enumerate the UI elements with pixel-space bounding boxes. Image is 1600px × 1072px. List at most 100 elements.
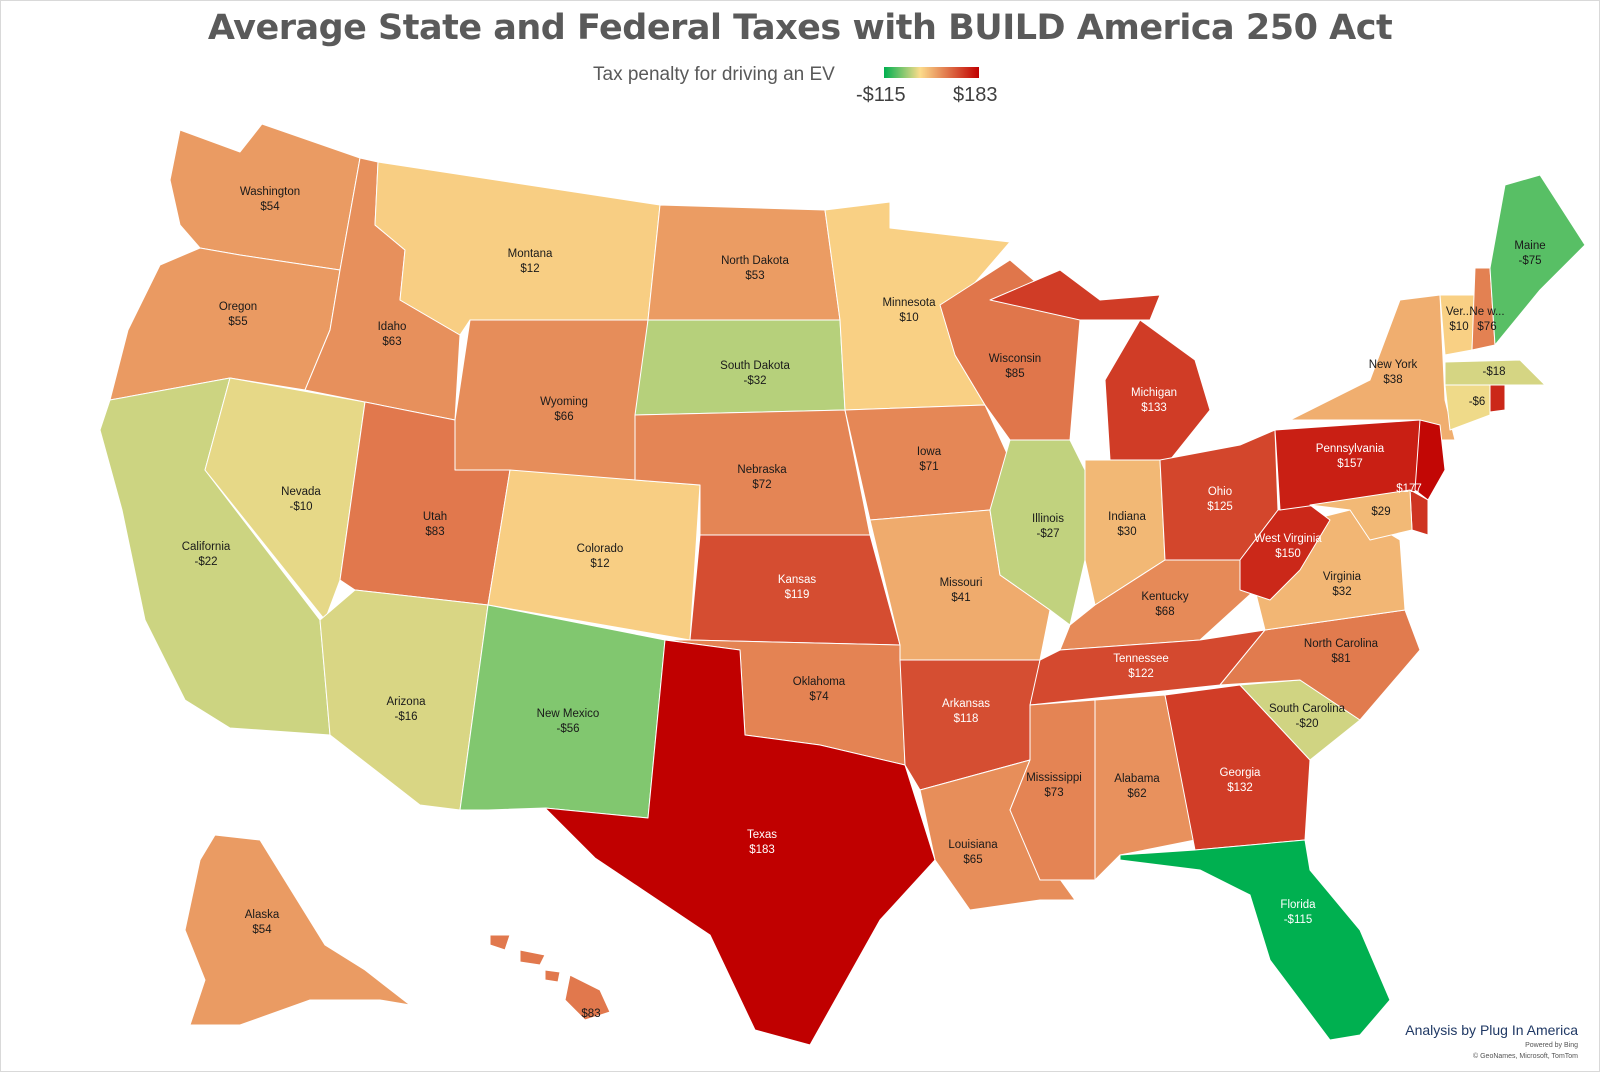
state-value-in: $30 (1117, 526, 1136, 538)
state-value-nm: -$56 (556, 723, 579, 735)
state-name-me: Maine (1514, 240, 1545, 252)
state-value-ks: $119 (785, 589, 810, 601)
state-region-or (109, 247, 341, 401)
state-value-ms: $73 (1044, 787, 1063, 799)
legend-caption: Tax penalty for driving an EV (593, 64, 835, 85)
state-name-wv: West Virginia (1254, 533, 1322, 545)
state-name-in: Indiana (1108, 511, 1146, 523)
state-region-fl (1119, 839, 1391, 1041)
state-value-la: $65 (963, 854, 982, 866)
state-value-hi: $83 (581, 1008, 600, 1020)
state-value-sc: -$20 (1295, 718, 1318, 730)
state-name-al: Alabama (1114, 773, 1160, 785)
state-value-ct: -$6 (1469, 396, 1486, 408)
state-name-tn: Tennessee (1113, 653, 1169, 665)
state-value-wi: $85 (1005, 368, 1024, 380)
state-value-ny: $38 (1383, 374, 1402, 386)
state-name-ne: Nebraska (737, 464, 787, 476)
credit-text: Analysis by Plug In America (1405, 1022, 1578, 1038)
state-name-fl: Florida (1280, 899, 1316, 911)
powered-by-text: Powered by Bing (1525, 1042, 1578, 1049)
state-region-ct (1444, 384, 1491, 431)
state-value-nv: -$10 (289, 501, 312, 513)
state-value-tx: $183 (749, 844, 775, 856)
state-region-co (487, 469, 701, 641)
state-name-oh: Ohio (1208, 486, 1232, 498)
state-name-ca: California (182, 541, 231, 553)
state-name-or: Oregon (219, 301, 257, 313)
state-value-ut: $83 (425, 526, 444, 538)
state-value-pa: $157 (1337, 458, 1363, 470)
state-name-mo: Missouri (940, 577, 983, 589)
state-name-az: Arizona (387, 696, 427, 708)
state-name-ky: Kentucky (1141, 591, 1189, 603)
state-value-va: $32 (1332, 586, 1351, 598)
state-value-sd: -$32 (743, 375, 766, 387)
state-name-ny: New York (1369, 359, 1418, 371)
state-value-mi: $133 (1141, 402, 1167, 414)
state-value-ne: $72 (752, 479, 771, 491)
attribution-text: © GeoNames, Microsoft, TomTom (1473, 1053, 1578, 1060)
state-value-fl: -$115 (1284, 914, 1313, 926)
state-region-ma (1444, 359, 1546, 386)
state-value-me: -$75 (1518, 255, 1541, 267)
state-name-ga: Georgia (1220, 767, 1262, 779)
state-name-ms: Mississippi (1026, 772, 1082, 784)
state-value-nc: $81 (1331, 653, 1350, 665)
state-value-il: -$27 (1036, 528, 1059, 540)
legend-max-label: $183 (953, 84, 998, 106)
state-name-ut: Utah (423, 511, 447, 523)
state-name-ak: Alaska (245, 909, 280, 921)
state-value-mt: $12 (520, 263, 539, 275)
state-name-wi: Wisconsin (989, 353, 1041, 365)
state-name-wa: Washington (240, 186, 300, 198)
state-value-wa: $54 (260, 201, 280, 213)
state-region-al (1094, 694, 1196, 881)
state-value-oh: $125 (1207, 501, 1233, 513)
state-value-or: $55 (228, 316, 247, 328)
state-value-wv: $150 (1275, 548, 1301, 560)
state-value-nj: $177 (1396, 483, 1422, 495)
state-region-tx (544, 639, 936, 1046)
state-region-ak (184, 834, 411, 1026)
state-region-md (1309, 489, 1413, 541)
state-value-nd: $53 (745, 270, 764, 282)
state-value-nh: $76 (1477, 321, 1496, 333)
map-title: Average State and Federal Taxes with BUI… (207, 8, 1393, 48)
state-region-me (1489, 174, 1586, 346)
legend-color-scale (884, 67, 979, 78)
state-name-nh: Ne w... (1469, 306, 1504, 318)
state-value-ma: -$18 (1482, 366, 1505, 378)
state-region-hi (489, 934, 611, 1021)
state-name-wy: Wyoming (540, 396, 588, 408)
state-value-tn: $122 (1128, 668, 1154, 680)
state-name-ok: Oklahoma (793, 676, 846, 688)
state-name-nc: North Carolina (1304, 638, 1379, 650)
state-name-pa: Pennsylvania (1316, 443, 1385, 455)
state-name-sc: South Carolina (1269, 703, 1346, 715)
state-value-az: -$16 (394, 711, 417, 723)
state-value-ca: -$22 (194, 556, 217, 568)
state-region-nj (1414, 419, 1446, 501)
state-name-nv: Nevada (281, 486, 321, 498)
state-name-sd: South Dakota (720, 360, 790, 372)
state-name-vt: Ver... (1446, 306, 1472, 318)
state-value-co: $12 (590, 558, 609, 570)
state-value-ok: $74 (809, 691, 829, 703)
state-name-ks: Kansas (778, 574, 817, 586)
state-name-mi: Michigan (1131, 387, 1177, 399)
state-name-ar: Arkansas (942, 698, 990, 710)
state-value-ga: $132 (1227, 782, 1253, 794)
state-region-ga (1164, 684, 1311, 851)
state-value-id: $63 (382, 336, 401, 348)
state-name-nm: New Mexico (537, 708, 600, 720)
state-name-mn: Minnesota (882, 297, 936, 309)
state-value-vt: $10 (1449, 321, 1468, 333)
state-value-mo: $41 (951, 592, 970, 604)
state-name-tx: Texas (747, 829, 777, 841)
state-region-ri (1489, 384, 1506, 413)
state-name-co: Colorado (577, 543, 624, 555)
state-name-id: Idaho (378, 321, 407, 333)
state-value-al: $62 (1127, 788, 1146, 800)
